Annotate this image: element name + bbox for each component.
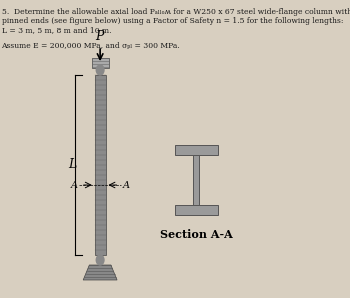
Circle shape [96, 65, 104, 75]
Text: pinned ends (see figure below) using a Factor of Safety n = 1.5 for the followin: pinned ends (see figure below) using a F… [1, 17, 343, 25]
Text: 5.  Determine the allowable axial load Pₐₗₗₒʍ for a W250 x 67 steel wide-flange : 5. Determine the allowable axial load Pₐ… [1, 8, 350, 16]
Text: A: A [71, 181, 78, 190]
Text: A: A [122, 181, 130, 190]
Bar [193, 155, 199, 205]
Circle shape [96, 255, 104, 265]
Bar [95, 75, 105, 255]
Text: Assume E = 200,000 MPa, and σₚₗ = 300 MPa.: Assume E = 200,000 MPa, and σₚₗ = 300 MP… [1, 42, 180, 50]
Bar [175, 145, 218, 155]
Text: L = 3 m, 5 m, 8 m and 10 m.: L = 3 m, 5 m, 8 m and 10 m. [1, 26, 111, 34]
Polygon shape [83, 265, 117, 280]
Text: Section A-A: Section A-A [160, 229, 233, 240]
Bar [175, 205, 218, 215]
Text: P: P [95, 30, 104, 43]
Text: L: L [68, 159, 77, 172]
Bar [92, 58, 108, 68]
